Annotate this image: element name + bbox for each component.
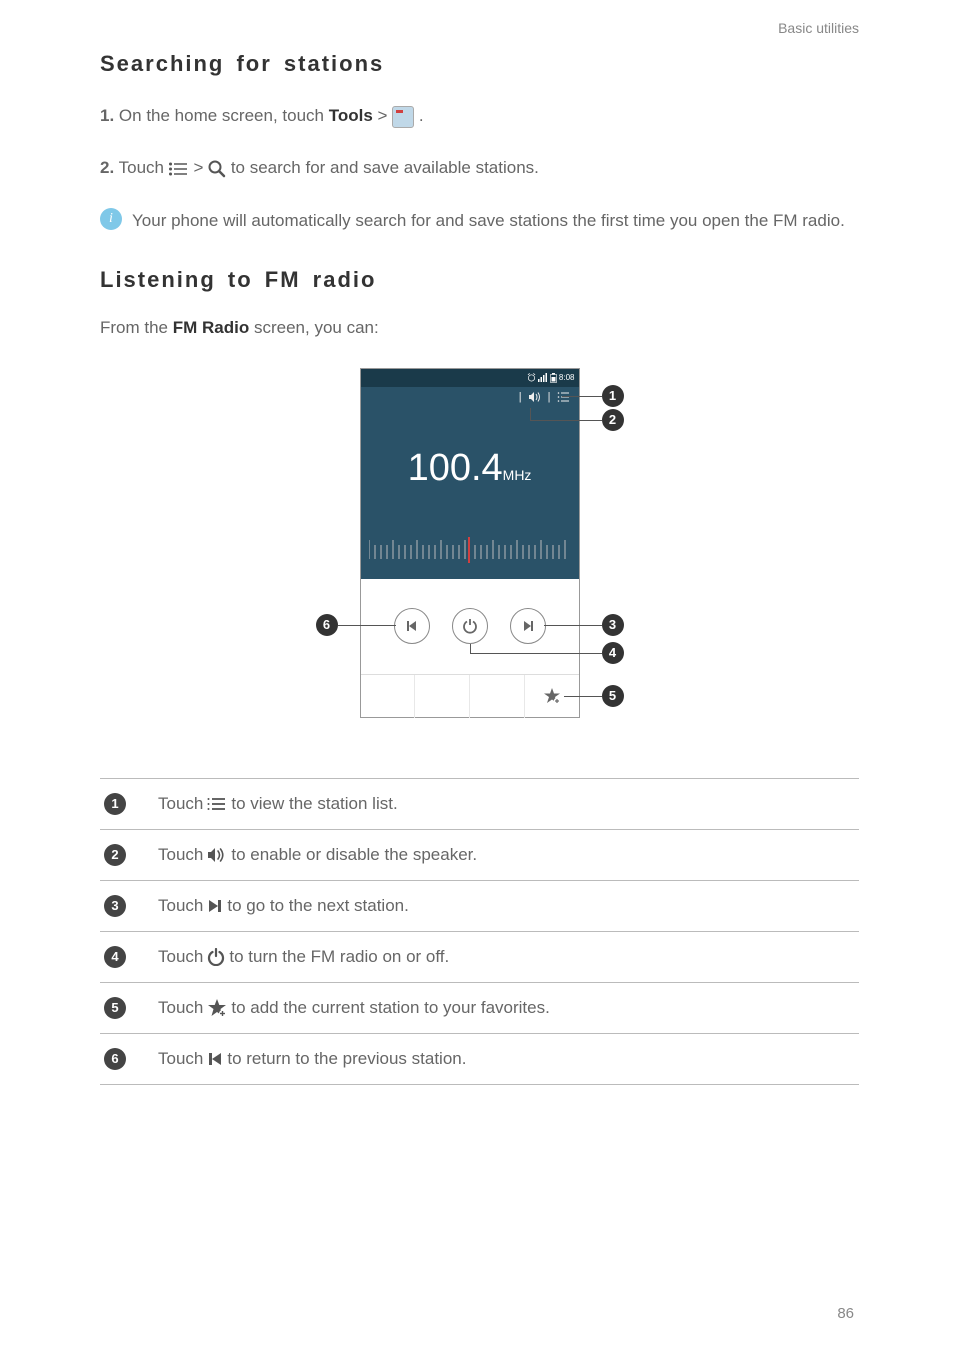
row4-pre: Touch [158,947,203,967]
phone-bottombar [361,674,579,718]
toprow-divider1: | [519,391,522,403]
alarm-icon [527,373,536,382]
row-badge-6: 6 [104,1048,126,1070]
row-badge-3: 3 [104,895,126,917]
callout-table: 1 Touch to view the station list. 2 Touc… [100,778,859,1085]
row3-post: to go to the next station. [227,896,408,916]
callout-badge-2: 2 [602,409,624,431]
row6-pre: Touch [158,1049,203,1069]
callout-line-4v [470,644,471,653]
section-title-searching: Searching for stations [100,51,859,77]
search-icon [208,160,226,178]
next-icon [521,619,535,633]
row1-post: to view the station list. [231,794,397,814]
info-icon: i [100,208,122,230]
intro-post: screen, you can: [249,318,378,337]
power-icon [462,618,478,634]
list-icon-small [557,391,571,403]
row-badge-1: 1 [104,793,126,815]
phone-figure-wrap: 8:08 | | 100.4MHz [100,368,859,728]
callout-line-5 [564,696,602,697]
phone-upper: | | 100.4MHz [361,387,579,579]
next-track-icon [207,898,223,914]
step-1-end: . [414,106,423,125]
step-2-post: to search for and save available station… [231,158,539,177]
speaker-icon-small [528,391,542,403]
step-1-tools-label: Tools [329,106,373,125]
row5-post: to add the current station to your favor… [231,998,549,1018]
star-add-icon [543,687,561,705]
row1-pre: Touch [158,794,203,814]
step-2-pre: Touch [119,158,169,177]
table-row-2: 2 Touch to enable or disable the speaker… [100,829,859,880]
bottombar-cell-1[interactable] [361,675,415,718]
phone-toprow: | | [361,387,579,407]
prev-station-button[interactable] [394,608,430,644]
prev-icon [405,619,419,633]
row3-pre: Touch [158,896,203,916]
power-icon [207,948,225,966]
battery-icon [550,373,557,383]
row6-post: to return to the previous station. [227,1049,466,1069]
speaker-icon [207,847,227,863]
step-1: 1. On the home screen, touch Tools > . [100,102,859,129]
bottombar-cell-3[interactable] [469,675,524,718]
row4-post: to turn the FM radio on or off. [229,947,449,967]
intro-pre: From the [100,318,173,337]
frequency-value: 100.4 [408,447,503,489]
callout-line-3 [544,625,602,626]
callout-line-2 [530,420,602,421]
step-1-number: 1. [100,106,114,125]
step-2-number: 2. [100,158,114,177]
table-row-1: 1 Touch to view the station list. [100,778,859,829]
next-station-button[interactable] [510,608,546,644]
row5-pre: Touch [158,998,203,1018]
step-2: 2. Touch > to search for and save availa… [100,154,859,181]
row2-pre: Touch [158,845,203,865]
step-1-gt: > [373,106,392,125]
list-icon [207,797,227,811]
tuning-dial [369,537,569,567]
signal-icon [538,373,548,382]
page-number: 86 [837,1305,854,1322]
step-1-text-pre: On the home screen, touch [119,106,329,125]
row2-post: to enable or disable the speaker. [231,845,477,865]
row-badge-5: 5 [104,997,126,1019]
bottombar-cell-2[interactable] [414,675,469,718]
row-badge-2: 2 [104,844,126,866]
fm-radio-app-icon [392,106,414,128]
intro-bold: FM Radio [173,318,250,337]
page-header: Basic utilities [100,20,859,36]
row-badge-4: 4 [104,946,126,968]
callout-line-4 [470,653,602,654]
list-icon [169,162,189,176]
star-add-icon [207,998,227,1018]
callout-badge-1: 1 [602,385,624,407]
table-row-4: 4 Touch to turn the FM radio on or off. [100,931,859,982]
callout-line-2v [530,408,531,420]
phone-figure: 8:08 | | 100.4MHz [300,368,660,728]
callout-line-1 [562,396,602,397]
step-2-mid: > [193,158,208,177]
callout-badge-3: 3 [602,614,624,636]
listening-intro: From the FM Radio screen, you can: [100,318,859,338]
toprow-divider2: | [548,391,551,403]
table-row-5: 5 Touch to add the current station to yo… [100,982,859,1033]
callout-badge-5: 5 [602,685,624,707]
table-row-3: 3 Touch to go to the next station. [100,880,859,931]
power-button[interactable] [452,608,488,644]
frequency-unit: MHz [503,467,532,483]
callout-badge-4: 4 [602,642,624,664]
phone-controls [361,579,579,674]
info-text: Your phone will automatically search for… [132,206,845,237]
frequency-display: 100.4MHz [361,447,579,490]
info-note: i Your phone will automatically search f… [100,206,859,237]
callout-line-6 [338,625,396,626]
callout-badge-6: 6 [316,614,338,636]
table-row-6: 6 Touch to return to the previous statio… [100,1033,859,1085]
statusbar-time: 8:08 [559,373,575,382]
phone-statusbar: 8:08 [361,369,579,387]
prev-track-icon [207,1051,223,1067]
section-title-listening: Listening to FM radio [100,267,859,293]
